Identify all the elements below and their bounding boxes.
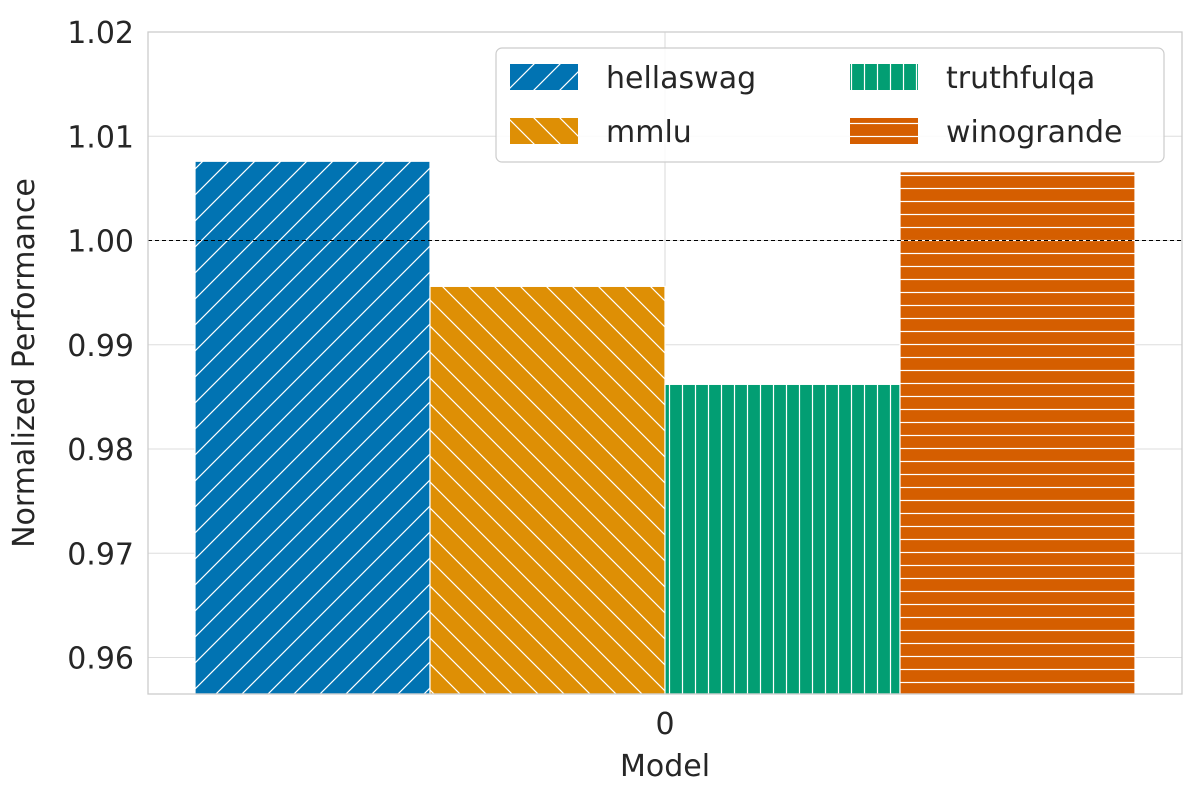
bar-winogrande	[899, 171, 1136, 695]
legend-label: winogrande	[946, 115, 1123, 150]
y-tick-label: 1.01	[67, 120, 134, 155]
legend-swatch-hatch	[850, 64, 918, 90]
y-tick-label: 0.98	[67, 433, 134, 468]
legend-frame	[495, 47, 1165, 163]
y-tick-label: 0.97	[67, 537, 134, 572]
legend-swatch-hatch	[510, 118, 578, 144]
legend-swatch-hatch	[850, 118, 918, 144]
y-tick-label: 1.00	[67, 225, 134, 260]
bar-hellaswag	[194, 160, 431, 695]
x-tick-label: 0	[655, 707, 674, 742]
bar-hatch	[664, 383, 901, 695]
bar-truthfulqa	[664, 383, 901, 695]
y-tick-label: 0.96	[67, 642, 134, 677]
legend-swatch-hatch	[510, 64, 578, 90]
bars	[194, 160, 1136, 695]
legend-label: mmlu	[606, 115, 692, 150]
legend-item-truthfulqa: truthfulqa	[850, 61, 1095, 96]
legend: hellaswag mmlu truthfulqa winogrande	[495, 47, 1165, 163]
bar-hatch	[899, 171, 1136, 695]
legend-label: hellaswag	[606, 61, 756, 96]
bar-hatch	[194, 160, 431, 695]
y-tick-label: 0.99	[67, 329, 134, 364]
x-tick-labels: 0	[655, 707, 674, 742]
plot-area-frame	[147, 31, 1183, 695]
y-axis-label: Normalized Performance	[7, 178, 42, 548]
y-tick-labels: 0.96 0.97 0.98 0.99 1.00 1.01 1.02	[67, 16, 134, 677]
bar-hatch	[429, 285, 666, 695]
legend-item-mmlu: mmlu	[510, 115, 692, 150]
x-axis-label: Model	[620, 749, 710, 784]
legend-label: truthfulqa	[946, 61, 1095, 96]
y-tick-label: 1.02	[67, 16, 134, 51]
legend-item-winogrande: winogrande	[850, 115, 1123, 150]
legend-item-hellaswag: hellaswag	[510, 61, 756, 96]
bar-mmlu	[429, 285, 666, 695]
